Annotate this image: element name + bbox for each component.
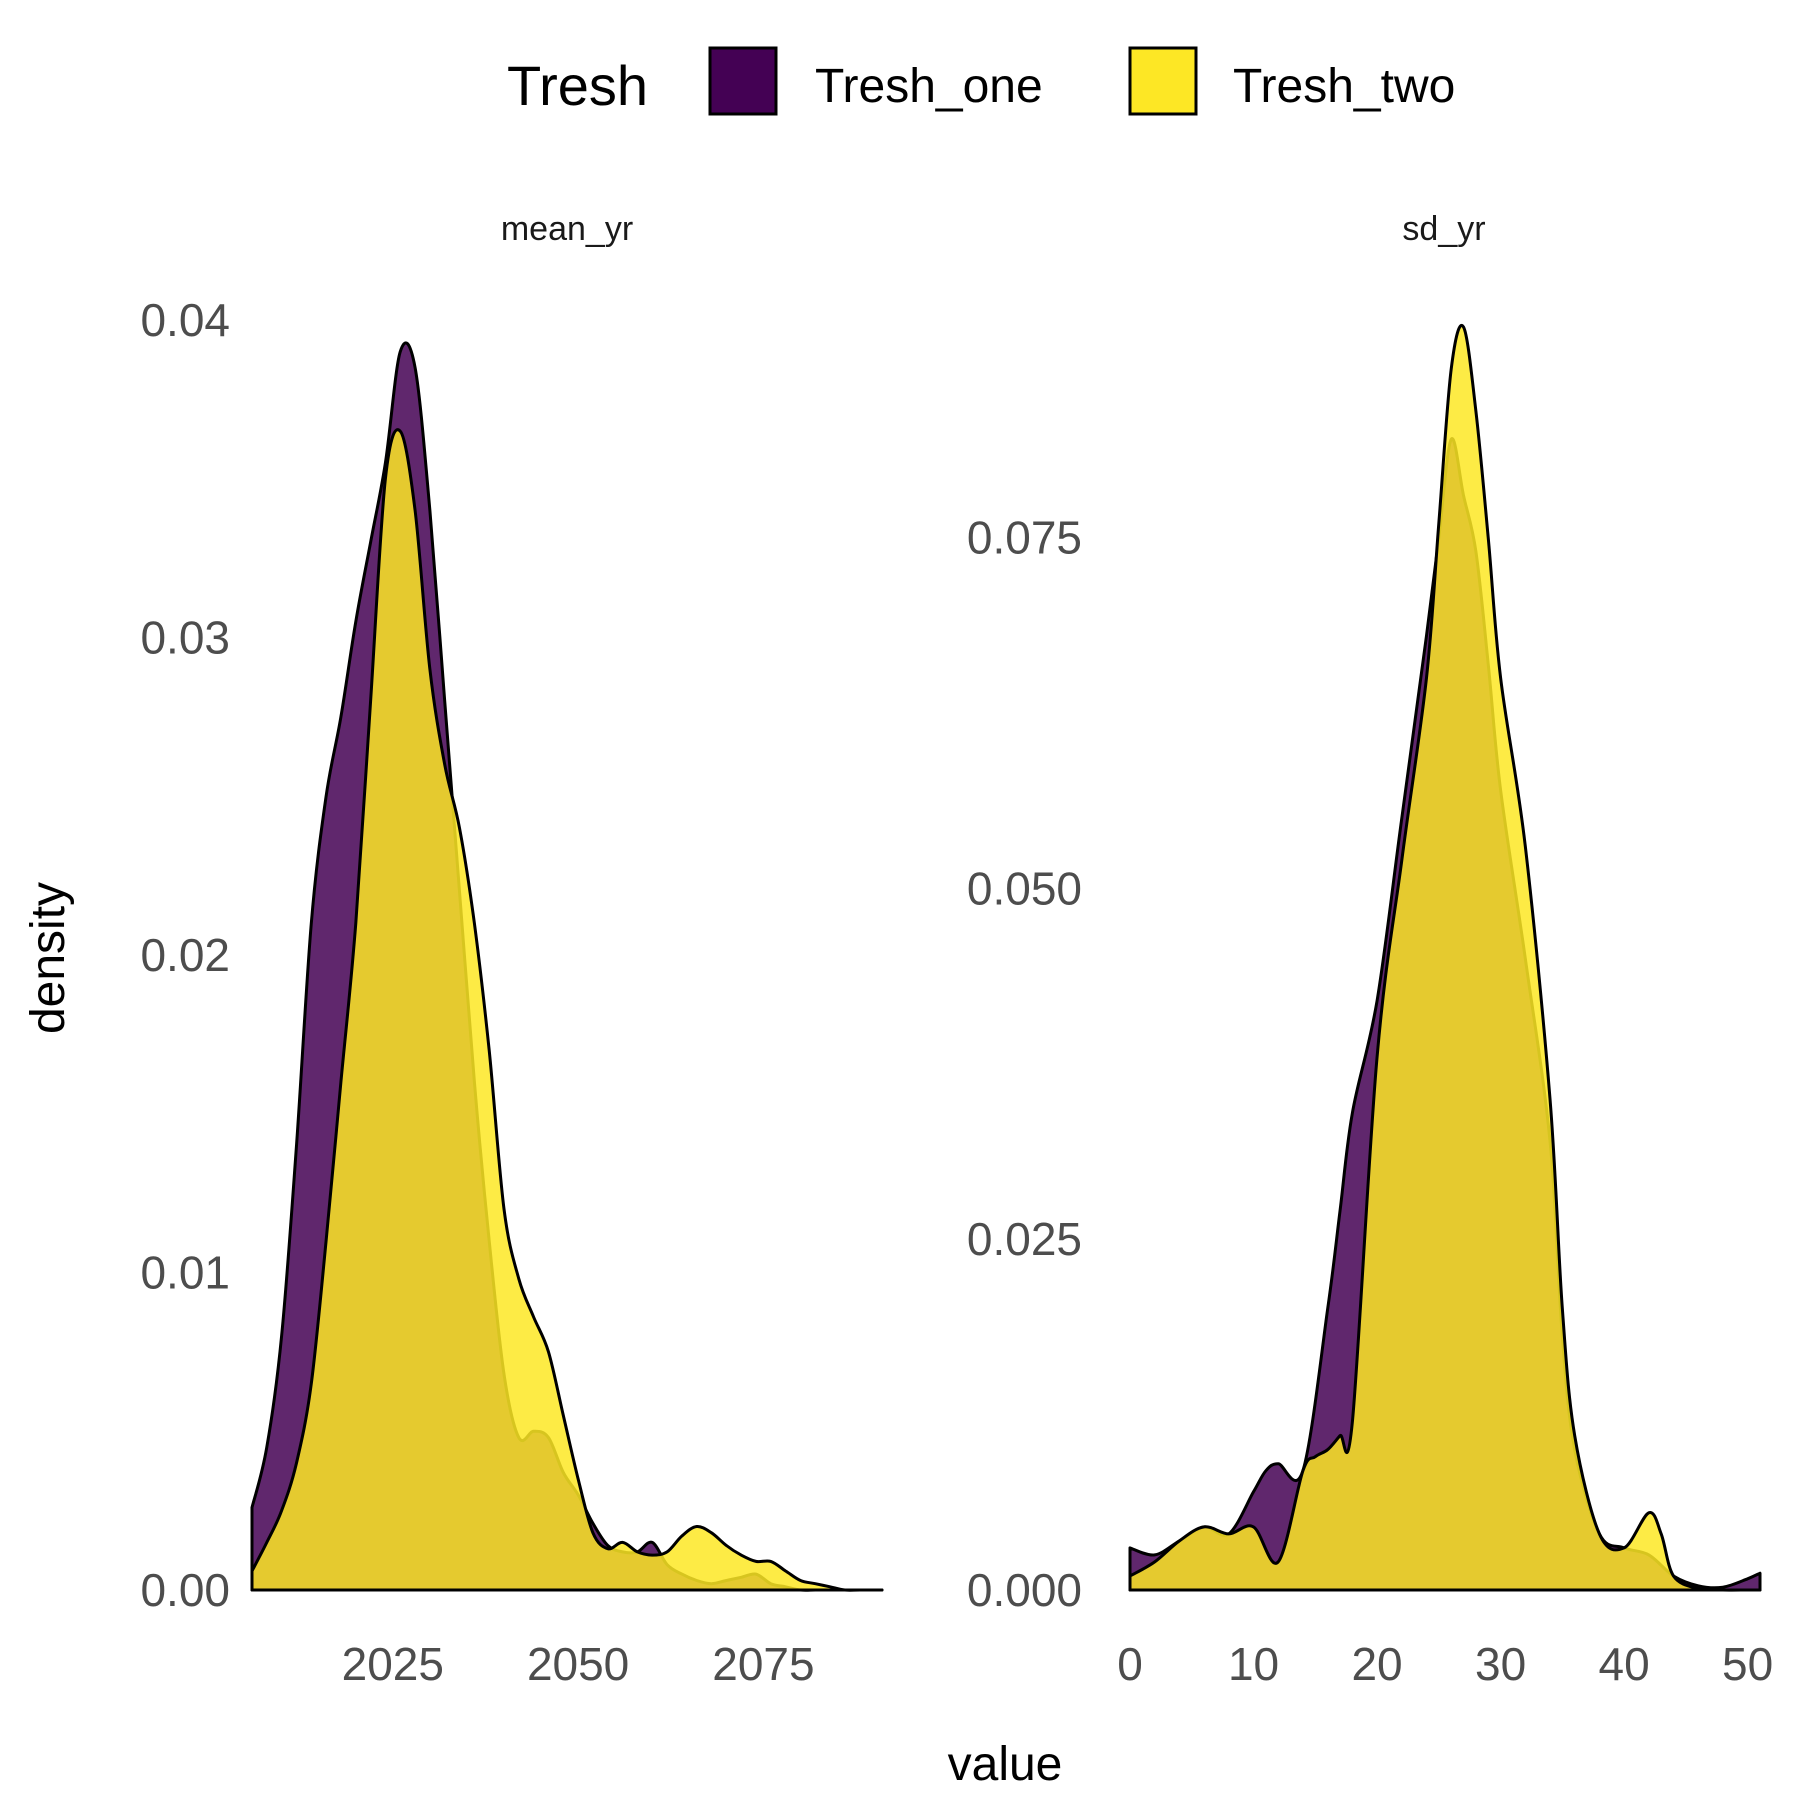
facet-strip-label: mean_yr [501,210,633,248]
legend-key-tresh-one [708,46,778,116]
y-axis-title: density [22,882,75,1034]
y-tick-label: 0.050 [967,862,1082,914]
x-tick-label: 50 [1722,1638,1773,1690]
x-tick-label: 2025 [342,1638,444,1690]
y-tick-label: 0.04 [140,294,230,346]
y-tick-label: 0.01 [140,1247,230,1299]
legend-key-tresh-two [1128,46,1198,116]
y-tick-labels: 0.000 0.025 0.050 0.075 [967,512,1082,1616]
x-axis-title: value [948,1738,1063,1791]
legend-label-tresh-two: Tresh_two [1233,60,1455,113]
y-tick-label: 0.025 [967,1213,1082,1265]
legend-label-tresh-one: Tresh_one [815,60,1043,113]
y-tick-label: 0.03 [140,612,230,664]
x-tick-label: 2050 [527,1638,629,1690]
x-tick-label: 40 [1599,1638,1650,1690]
x-tick-label: 20 [1351,1638,1402,1690]
density-area-tresh-two [250,428,884,1592]
x-tick-label: 30 [1475,1638,1526,1690]
legend-title: Tresh [507,54,648,117]
facet-sd-yr: sd_yr 0.000 0.025 0.050 0.075 0 10 20 30 40 50 [967,210,1773,1690]
x-tick-label: 2075 [712,1638,814,1690]
y-tick-label: 0.00 [140,1564,230,1616]
facet-strip-label: sd_yr [1402,210,1485,248]
facet-mean-yr: mean_yr 0.00 0.01 0.02 0.03 0.04 2025 2050 207… [140,210,884,1690]
y-tick-label: 0.000 [967,1564,1082,1616]
x-tick-labels: 2025 2050 2075 [342,1638,815,1690]
x-tick-labels: 0 10 20 30 40 50 [1117,1638,1773,1690]
x-tick-label: 0 [1117,1638,1143,1690]
legend: Tresh Tresh_one Tresh_two [507,46,1455,117]
density-areas [250,341,884,1592]
y-tick-labels: 0.00 0.01 0.02 0.03 0.04 [140,294,230,1616]
density-area-tresh-two [1128,323,1762,1592]
density-areas [1128,323,1762,1592]
x-tick-label: 10 [1228,1638,1279,1690]
y-tick-label: 0.075 [967,512,1082,564]
y-tick-label: 0.02 [140,929,230,981]
